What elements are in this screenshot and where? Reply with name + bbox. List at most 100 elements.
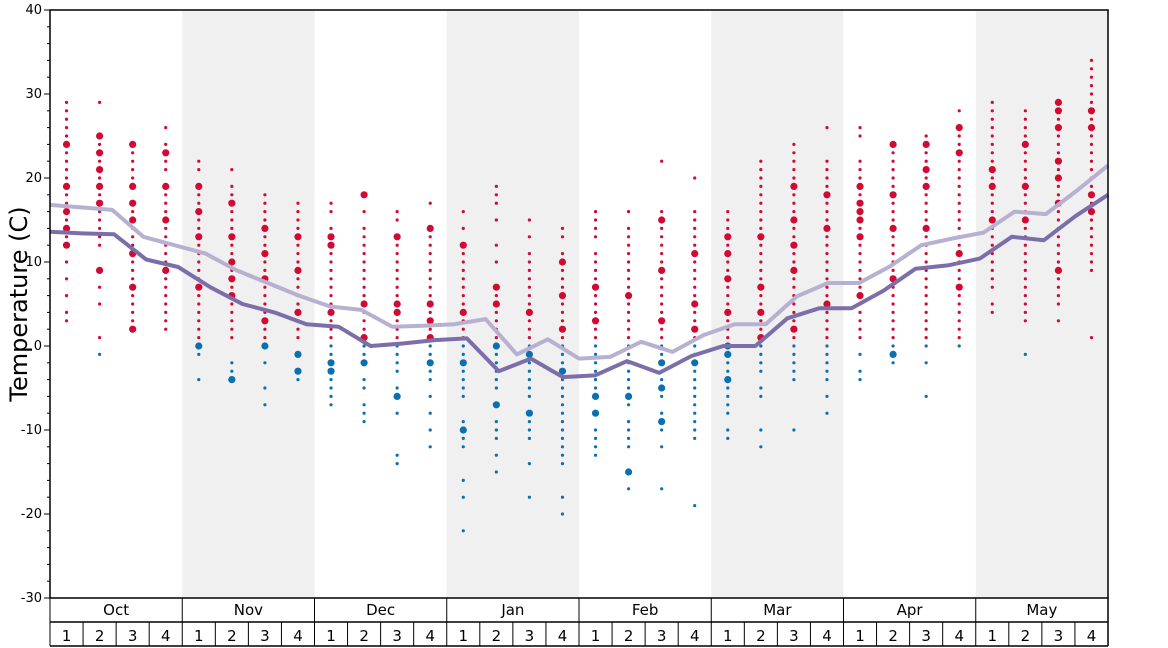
warm-dot bbox=[64, 310, 69, 314]
warm-dot bbox=[1023, 310, 1027, 314]
warm-dot bbox=[988, 166, 996, 174]
warm-dot bbox=[461, 277, 465, 281]
cold-dot bbox=[560, 411, 565, 415]
warm-dot bbox=[957, 210, 961, 214]
warm-dot bbox=[825, 294, 829, 298]
warm-dot bbox=[428, 243, 432, 247]
warm-dot bbox=[527, 260, 532, 264]
month-bands bbox=[182, 10, 1108, 598]
cold-dot bbox=[660, 378, 664, 382]
cold-dot bbox=[494, 436, 498, 440]
warm-dot bbox=[64, 294, 69, 298]
warm-dot bbox=[560, 252, 565, 256]
cold-dot bbox=[461, 529, 465, 533]
warm-dot bbox=[891, 243, 895, 247]
warm-dot bbox=[428, 260, 432, 264]
warm-dot bbox=[162, 216, 170, 224]
cold-dot bbox=[593, 436, 598, 440]
cold-dot bbox=[461, 445, 465, 449]
warm-dot bbox=[1089, 168, 1094, 172]
warm-dot bbox=[891, 268, 895, 272]
warm-dot bbox=[759, 327, 763, 331]
warm-dot bbox=[660, 285, 664, 289]
month-band-jan bbox=[446, 10, 579, 598]
warm-dot bbox=[164, 277, 168, 281]
warm-dot bbox=[428, 310, 432, 314]
warm-dot bbox=[197, 260, 201, 264]
warm-dot bbox=[693, 235, 697, 239]
cold-dot bbox=[329, 394, 333, 398]
warm-dot bbox=[660, 210, 664, 214]
warm-dot bbox=[693, 176, 697, 180]
warm-dot bbox=[261, 224, 269, 232]
warm-dot bbox=[428, 268, 432, 272]
warm-dot bbox=[660, 260, 664, 264]
month-label-nov: Nov bbox=[234, 601, 263, 619]
warm-dot bbox=[626, 277, 631, 281]
month-band-may bbox=[975, 10, 1108, 598]
warm-dot bbox=[426, 317, 434, 325]
week-label: 4 bbox=[161, 627, 171, 645]
warm-dot bbox=[131, 235, 135, 239]
warm-dot bbox=[197, 193, 201, 197]
cold-dot bbox=[759, 369, 763, 373]
cold-dot bbox=[327, 359, 335, 367]
warm-dot bbox=[362, 210, 366, 214]
warm-dot bbox=[494, 310, 498, 314]
warm-dot bbox=[825, 319, 829, 323]
warm-dot bbox=[660, 294, 664, 298]
warm-dot bbox=[726, 294, 730, 298]
warm-dot bbox=[660, 310, 664, 314]
warm-dot bbox=[825, 336, 829, 340]
cold-dot bbox=[726, 369, 730, 373]
warm-dot bbox=[856, 216, 864, 224]
warm-dot bbox=[924, 210, 928, 214]
warm-dot bbox=[131, 277, 135, 281]
cold-dot bbox=[195, 342, 203, 350]
week-label: 1 bbox=[855, 627, 865, 645]
warm-dot bbox=[957, 336, 961, 340]
warm-dot bbox=[1089, 218, 1094, 222]
warm-dot bbox=[1089, 260, 1094, 264]
cold-dot bbox=[461, 369, 465, 373]
warm-dot bbox=[990, 134, 994, 138]
warm-dot bbox=[263, 210, 267, 214]
week-label: 3 bbox=[392, 627, 402, 645]
warm-dot bbox=[825, 168, 829, 172]
cold-dot bbox=[825, 394, 829, 398]
warm-dot bbox=[1056, 252, 1061, 256]
cold-dot bbox=[428, 378, 432, 382]
warm-dot bbox=[891, 336, 895, 340]
warm-dot bbox=[230, 302, 234, 306]
cold-dot bbox=[724, 350, 732, 358]
x-axis: Oct 1 2 3 4 Nov 1 2 3 4 Dec 1 2 3 4 Jan 1 2 3 4 Feb 1 2 3 4 Mar 1 2… bbox=[49, 598, 1109, 647]
warm-dot bbox=[924, 319, 928, 323]
warm-dot bbox=[263, 302, 267, 306]
warm-dot bbox=[790, 241, 798, 249]
cold-dot bbox=[924, 361, 928, 365]
warm-dot bbox=[329, 327, 333, 331]
cold-dot bbox=[1023, 352, 1027, 356]
warm-dot bbox=[759, 268, 763, 272]
warm-dot bbox=[724, 250, 732, 258]
warm-dot bbox=[97, 218, 102, 222]
week-label: 4 bbox=[954, 627, 964, 645]
warm-dot bbox=[924, 336, 928, 340]
cold-dot bbox=[693, 378, 697, 382]
cold-dot bbox=[693, 428, 697, 432]
cold-dot bbox=[660, 487, 664, 491]
warm-dot bbox=[593, 235, 598, 239]
warm-dot bbox=[560, 226, 565, 230]
cold-dot bbox=[461, 386, 465, 390]
warm-dot bbox=[922, 182, 930, 190]
warm-dot bbox=[658, 266, 666, 274]
warm-dot bbox=[1089, 184, 1094, 188]
warm-dot bbox=[395, 294, 399, 298]
warm-dot bbox=[955, 149, 963, 157]
warm-dot bbox=[1054, 107, 1063, 115]
cold-dot bbox=[527, 394, 532, 398]
y-tick-label: 20 bbox=[25, 171, 42, 186]
warm-dot bbox=[362, 235, 366, 239]
warm-dot bbox=[97, 243, 102, 247]
warm-dot bbox=[593, 218, 598, 222]
